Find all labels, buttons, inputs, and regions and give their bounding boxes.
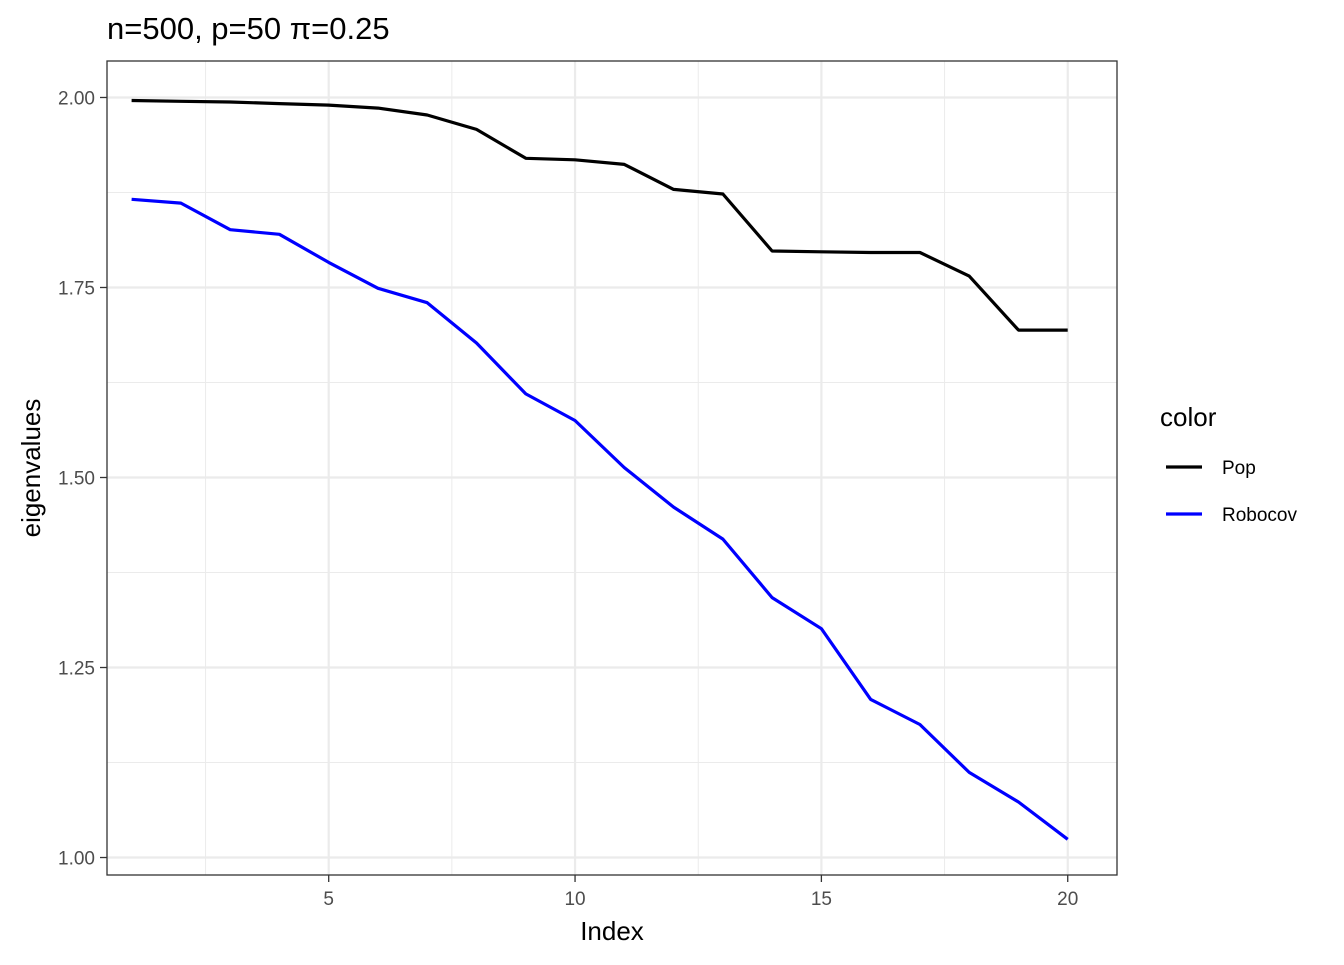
- y-tick-label: 1.00: [58, 849, 95, 870]
- y-axis-title: eigenvalues: [16, 399, 46, 538]
- panel-border: [106, 60, 1118, 876]
- legend-items: Pop Robocov: [1166, 458, 1297, 526]
- series-line-robocov: [131, 197, 1069, 841]
- legend: color Pop Robocov: [1160, 402, 1297, 526]
- series-line-pop: [131, 98, 1068, 332]
- y-tick-label: 1.75: [58, 278, 95, 299]
- y-tick-label: 1.25: [58, 659, 95, 680]
- axis-ticks: 5 10 15 20 1.00 1.25 1.50 1.75 2.00: [58, 88, 1078, 910]
- legend-label-pop: Pop: [1222, 458, 1256, 479]
- x-tick-label: 5: [323, 889, 334, 910]
- legend-label-robocov: Robocov: [1222, 505, 1297, 526]
- x-tick-label: 15: [811, 889, 832, 910]
- y-tick-label: 2.00: [58, 88, 95, 109]
- chart-title: n=500, p=50 π=0.25: [107, 11, 390, 46]
- legend-title: color: [1160, 402, 1217, 432]
- y-tick-label: 1.50: [58, 469, 95, 490]
- grid-lines: [107, 61, 1117, 875]
- x-tick-label: 10: [564, 889, 585, 910]
- x-axis-title: Index: [580, 916, 644, 946]
- x-tick-label: 20: [1057, 889, 1078, 910]
- series-lines: [131, 98, 1069, 841]
